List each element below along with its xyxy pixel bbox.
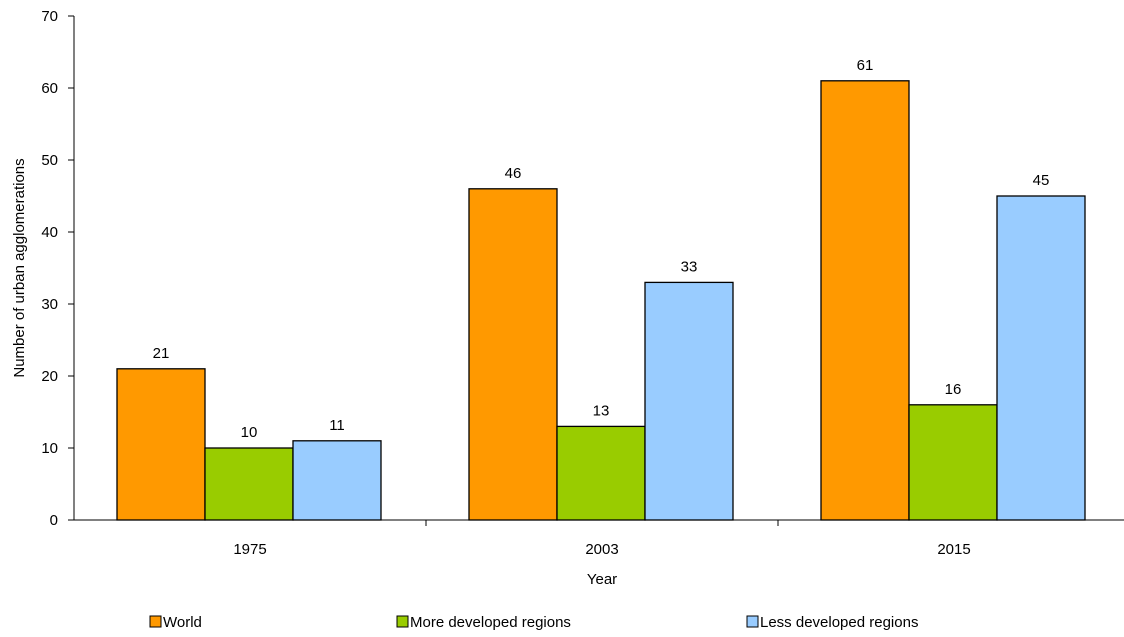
legend-swatch <box>746 615 759 628</box>
bar <box>820 80 910 521</box>
bar <box>556 425 646 521</box>
data-label: 13 <box>593 402 610 419</box>
legend-swatch <box>149 615 162 628</box>
axes <box>73 16 1124 521</box>
bar <box>116 368 206 521</box>
bar <box>996 195 1086 521</box>
x-tick-label: 2015 <box>937 541 970 558</box>
data-label: 16 <box>945 381 962 398</box>
bar <box>292 440 382 521</box>
bars: 21 10 11 46 13 33 61 16 45 <box>116 57 1086 521</box>
x-tick-label: 1975 <box>233 541 266 558</box>
data-label: 61 <box>857 57 874 74</box>
bar <box>468 188 558 521</box>
data-label: 21 <box>153 345 170 362</box>
data-label: 10 <box>241 424 258 441</box>
legend-label: World <box>163 614 202 631</box>
data-label: 11 <box>329 417 345 434</box>
y-tick-label: 60 <box>41 80 58 97</box>
y-tick-label: 50 <box>41 152 58 169</box>
y-tick-label: 40 <box>41 224 58 241</box>
y-tick-label: 10 <box>41 440 58 457</box>
bar <box>204 447 294 521</box>
y-axis-title: Number of urban agglomerations <box>11 158 28 377</box>
data-label: 46 <box>505 165 522 182</box>
data-label: 45 <box>1033 172 1050 189</box>
legend: World More developed regions Less develope… <box>149 614 918 631</box>
x-axis-ticks: 1975 2003 2015 <box>233 520 971 558</box>
legend-label: More developed regions <box>410 614 571 631</box>
x-axis-title: Year <box>587 571 617 588</box>
bar <box>644 281 734 521</box>
bar <box>908 404 998 521</box>
y-tick-label: 0 <box>50 512 58 529</box>
legend-label: Less developed regions <box>760 614 918 631</box>
y-axis-ticks: 0 10 20 30 40 50 60 70 <box>41 8 74 529</box>
y-tick-label: 20 <box>41 368 58 385</box>
x-tick-label: 2003 <box>585 541 618 558</box>
y-tick-label: 30 <box>41 296 58 313</box>
data-label: 33 <box>681 258 698 275</box>
y-tick-label: 70 <box>41 8 58 25</box>
legend-swatch <box>396 615 409 628</box>
